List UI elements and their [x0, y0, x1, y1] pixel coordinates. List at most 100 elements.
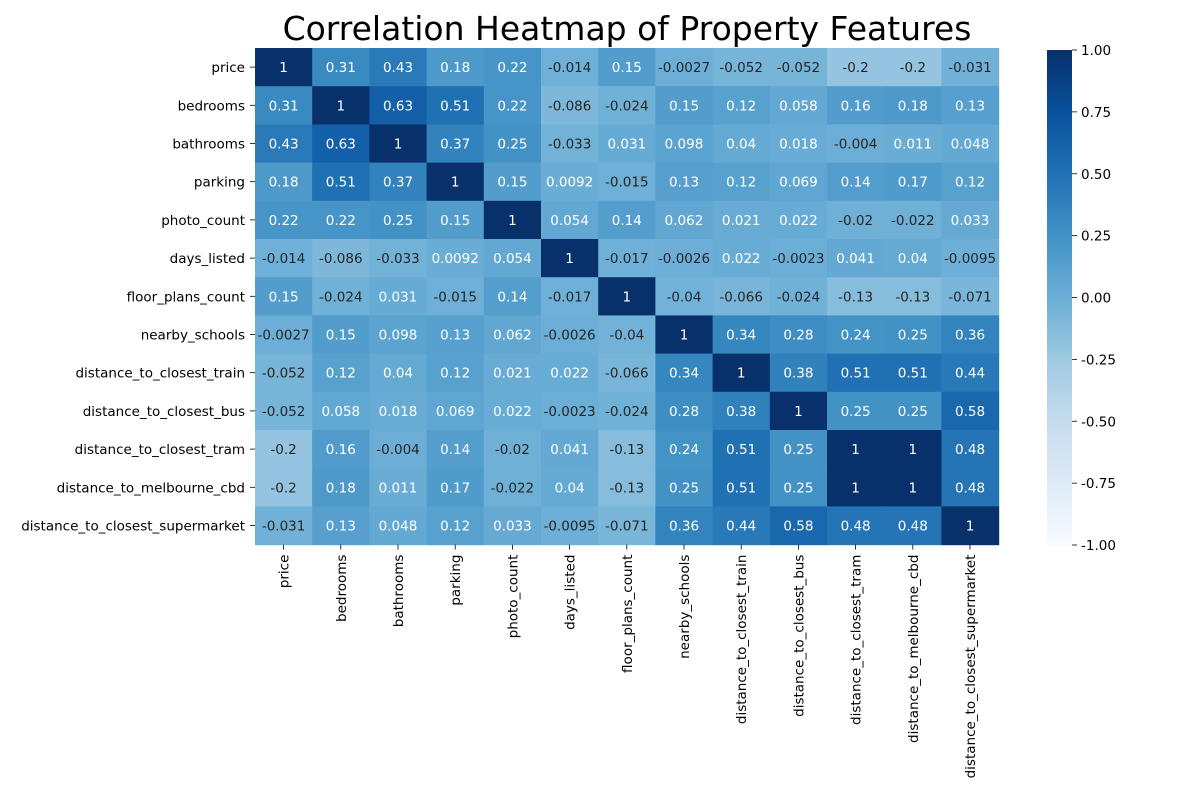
heatmap-cell — [655, 86, 714, 125]
heatmap-cell — [655, 239, 714, 278]
cell-value-label: 0.43 — [383, 60, 413, 76]
heatmap-cell — [426, 200, 485, 240]
heatmap-cell — [369, 239, 428, 278]
cell-value-label: -0.024 — [777, 289, 821, 305]
cell-value-label: 0.51 — [726, 442, 756, 458]
cell-value-label: 1 — [451, 175, 460, 191]
heatmap-cells — [255, 48, 1000, 546]
heatmap-cell — [312, 506, 370, 546]
cell-value-label: 0.022 — [722, 251, 761, 267]
heatmap-cell — [312, 315, 370, 355]
cell-value-label: 0.14 — [497, 289, 527, 305]
heatmap-cell — [369, 200, 428, 240]
heatmap-cell — [712, 430, 771, 469]
heatmap-cell — [483, 468, 542, 507]
heatmap-cell — [598, 315, 656, 355]
heatmap-cell — [312, 430, 370, 469]
heatmap-cell — [941, 468, 1000, 507]
cell-value-label: 0.12 — [326, 366, 356, 382]
cell-value-label: 0.18 — [269, 175, 299, 191]
cell-value-label: 0.25 — [783, 442, 813, 458]
heatmap-cell — [655, 506, 714, 546]
cell-value-label: -0.052 — [262, 366, 306, 382]
cell-value-label: 0.22 — [326, 213, 356, 229]
cell-value-label: -0.13 — [838, 289, 873, 305]
heatmap-cell — [255, 353, 313, 393]
cell-value-label: 0.018 — [379, 404, 418, 420]
cell-value-label: 0.37 — [383, 175, 413, 191]
colorbar-tick-label: -0.75 — [1081, 476, 1116, 492]
y-tick-label: distance_to_closest_train — [75, 366, 245, 382]
cell-value-label: 1 — [623, 289, 632, 305]
cell-value-label: -0.13 — [895, 289, 930, 305]
heatmap-cell — [483, 506, 542, 546]
heatmap-cell — [655, 468, 714, 507]
cell-value-label: 1 — [794, 404, 803, 420]
heatmap-cell — [884, 48, 942, 87]
cell-value-label: 0.18 — [440, 60, 470, 76]
heatmap-cell — [369, 468, 428, 507]
cell-value-label: 0.18 — [898, 98, 928, 114]
heatmap-cell — [941, 48, 1000, 87]
cell-value-label: 0.054 — [550, 213, 589, 229]
heatmap-cell — [941, 162, 1000, 202]
y-tick-label: distance_to_closest_bus — [83, 404, 245, 420]
cell-value-label: 0.098 — [665, 137, 704, 153]
heatmap-cell — [712, 239, 771, 278]
cell-value-label: -0.2 — [842, 60, 868, 76]
cell-value-label: 0.13 — [669, 175, 699, 191]
cell-value-label: -0.024 — [605, 98, 649, 114]
heatmap-cell — [369, 506, 428, 546]
heatmap-cell — [598, 430, 656, 469]
heatmap-cell — [312, 162, 370, 202]
heatmap-cell — [369, 353, 428, 393]
cell-value-label: 0.058 — [321, 404, 360, 420]
heatmap-cell — [369, 391, 428, 431]
cell-value-label: -0.066 — [605, 366, 649, 382]
cell-value-label: 1 — [909, 442, 918, 458]
cell-value-label: 0.15 — [326, 328, 356, 344]
cell-value-label: 0.14 — [440, 442, 470, 458]
x-tick-label: distance_to_closest_tram — [849, 555, 865, 725]
heatmap-cell — [312, 277, 370, 316]
cell-value-label: -0.052 — [777, 60, 821, 76]
cell-value-label: 0.04 — [898, 251, 928, 267]
heatmap-cell — [884, 239, 942, 278]
heatmap-cell — [941, 86, 1000, 125]
cell-value-label: 0.34 — [669, 366, 699, 382]
heatmap-cell — [483, 124, 542, 164]
heatmap-cell — [941, 391, 1000, 431]
cell-value-label: -0.0027 — [658, 60, 710, 76]
heatmap-cell — [598, 468, 656, 507]
heatmap-cell — [769, 277, 828, 316]
heatmap-cell — [483, 86, 542, 125]
heatmap-cell — [255, 200, 313, 240]
heatmap-cell — [255, 391, 313, 431]
cell-value-label: 0.13 — [440, 328, 470, 344]
cell-value-label: 0.15 — [440, 213, 470, 229]
heatmap-cell — [884, 277, 942, 316]
cell-value-label: 0.13 — [326, 519, 356, 535]
cell-value-label: -0.004 — [376, 442, 420, 458]
cell-value-label: -0.2 — [270, 442, 296, 458]
cell-value-label: 0.38 — [726, 404, 756, 420]
heatmap-cell — [426, 353, 485, 393]
cell-value-label: 0.04 — [726, 137, 756, 153]
heatmap-cell — [255, 277, 313, 316]
cell-value-label: 0.058 — [779, 98, 818, 114]
heatmap-cell — [655, 353, 714, 393]
cell-value-label: 0.12 — [440, 366, 470, 382]
y-tick-label: nearby_schools — [141, 328, 245, 344]
heatmap-cell — [827, 239, 885, 278]
cell-value-label: -0.052 — [262, 404, 306, 420]
heatmap-cell — [941, 124, 1000, 164]
heatmap-cell — [255, 162, 313, 202]
heatmap-cell — [483, 430, 542, 469]
heatmap-cell — [884, 315, 942, 355]
cell-value-label: 0.04 — [555, 480, 585, 496]
cell-value-label: 1 — [565, 251, 574, 267]
cell-value-label: -0.052 — [719, 60, 763, 76]
cell-value-label: 0.021 — [493, 366, 532, 382]
heatmap-cell — [541, 430, 599, 469]
